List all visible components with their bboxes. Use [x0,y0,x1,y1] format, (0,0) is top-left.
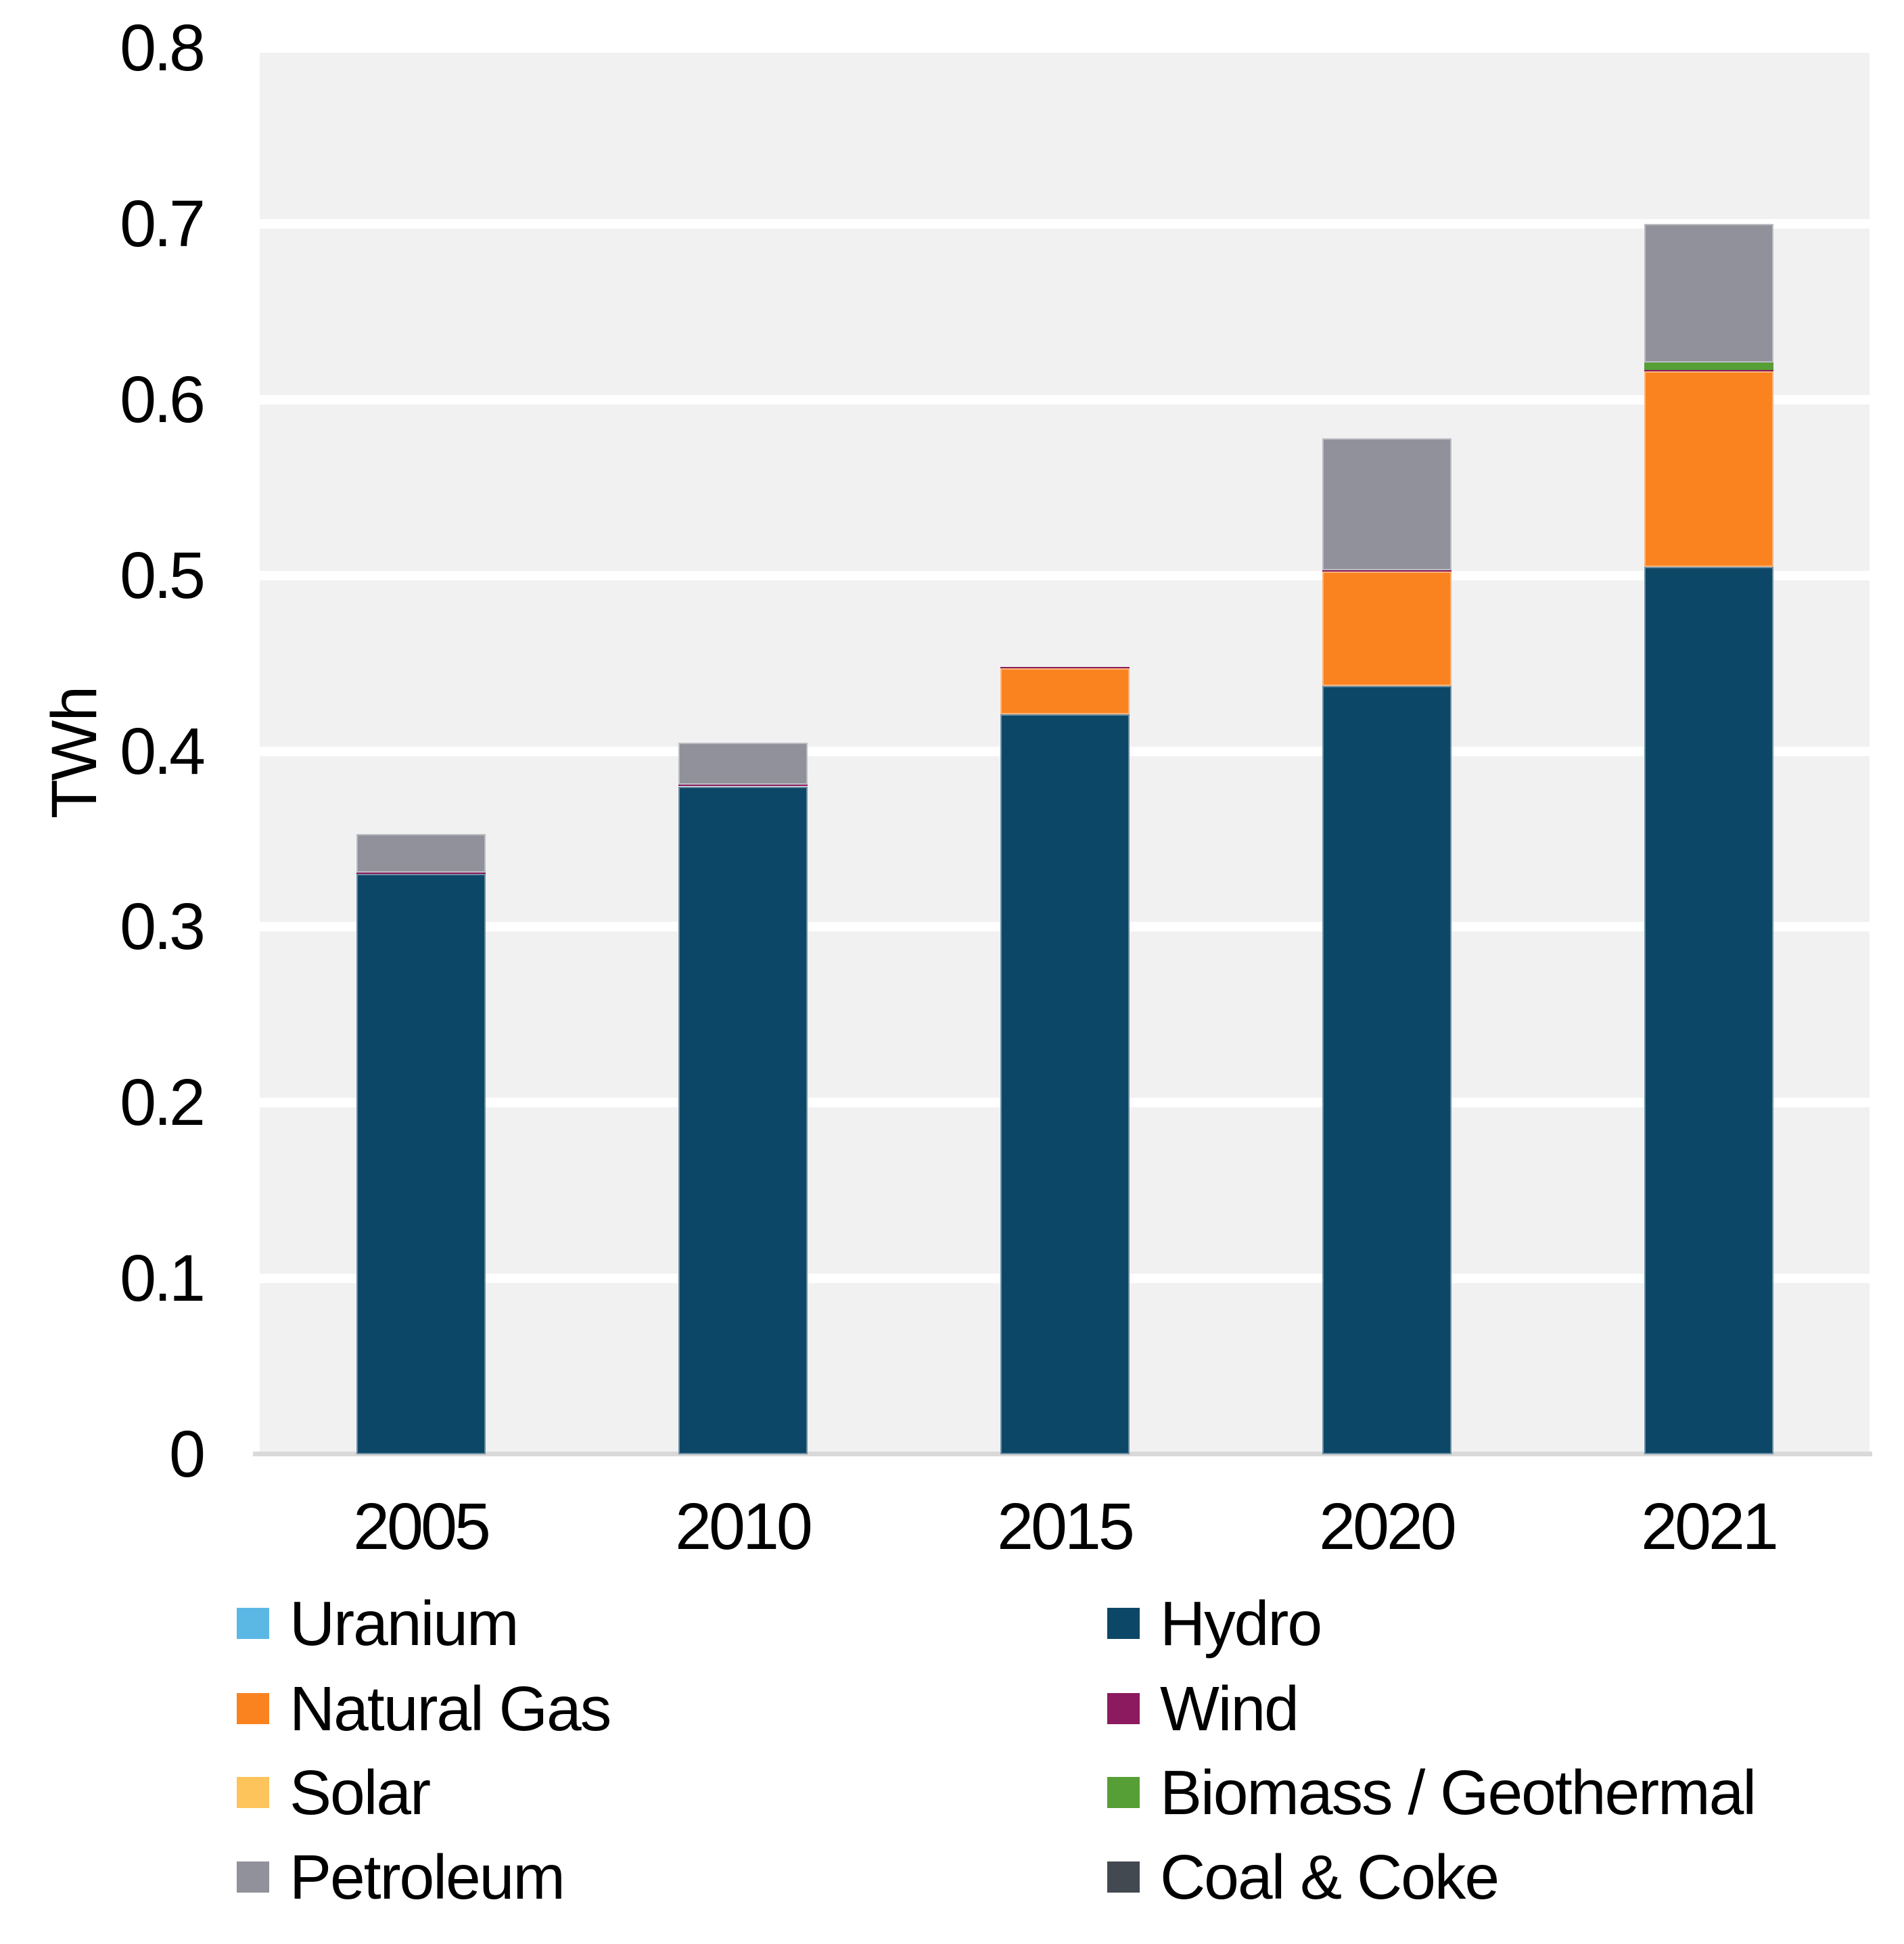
x-tick-label-2021: 2021 [1641,1489,1779,1563]
y-tick-label-0.2: 0.2 [120,1065,206,1140]
x-tick-label-2015: 2015 [997,1489,1135,1563]
y-tick-label-0.4: 0.4 [120,714,206,788]
bar-2015-natural-gas [1000,668,1130,714]
bar-2010-hydro [678,786,808,1454]
gridline-0.8 [260,43,1870,53]
coal-coke-swatch-icon [1107,1861,1140,1893]
legend-item-wind: Wind [1107,1673,1299,1744]
bar-2021-natural-gas [1644,371,1773,567]
legend-label-petroleum: Petroleum [289,1841,565,1912]
x-tick-label-2010: 2010 [675,1489,813,1563]
legend-item-uranium: Uranium [237,1588,519,1659]
legend-item-petroleum: Petroleum [237,1841,565,1912]
bar-2020-petroleum [1322,438,1452,570]
bar-2020-hydro [1322,686,1452,1454]
legend-item-biomass-geothermal: Biomass / Geothermal [1107,1757,1757,1828]
bar-2005-petroleum [356,833,486,873]
wind-swatch-icon [1107,1693,1140,1724]
gridline-0.6 [260,394,1870,404]
legend-label-biomass-geothermal: Biomass / Geothermal [1160,1757,1757,1828]
legend-item-natural-gas: Natural Gas [237,1673,611,1744]
bar-2021-biomass-geothermal [1644,363,1773,370]
bar-2015-wind [1000,666,1130,669]
y-tick-label-0: 0 [169,1417,206,1491]
x-tick-label-2020: 2020 [1319,1489,1457,1563]
y-tick-label-0.5: 0.5 [120,538,206,612]
legend-label-natural-gas: Natural Gas [289,1673,611,1744]
y-tick-label-0.1: 0.1 [120,1241,206,1316]
petroleum-swatch-icon [237,1861,269,1893]
x-tick-label-2005: 2005 [353,1489,491,1563]
y-tick-label-0.6: 0.6 [120,362,206,436]
bar-2005-hydro [356,874,486,1454]
legend-label-solar: Solar [289,1757,431,1828]
uranium-swatch-icon [237,1608,269,1639]
legend-item-hydro: Hydro [1107,1588,1322,1659]
bar-2015-hydro [1000,714,1130,1454]
biomass-geothermal-swatch-icon [1107,1777,1140,1808]
legend-label-coal-coke: Coal & Coke [1160,1841,1500,1912]
legend-item-solar: Solar [237,1757,431,1828]
bar-2010-wind [678,784,808,787]
legend-label-uranium: Uranium [289,1588,519,1659]
natural-gas-swatch-icon [237,1693,269,1724]
hydro-swatch-icon [1107,1608,1140,1639]
bar-2021-petroleum [1644,223,1773,363]
y-tick-label-0.7: 0.7 [120,186,206,260]
bar-2021-hydro [1644,566,1773,1454]
gridline-0.5 [260,570,1870,580]
bar-2021-wind [1644,369,1773,372]
y-tick-label-0.8: 0.8 [120,11,206,85]
legend-label-hydro: Hydro [1160,1588,1322,1659]
bar-2005-wind [356,872,486,875]
solar-swatch-icon [237,1777,269,1808]
bar-2020-natural-gas [1322,572,1452,687]
legend-item-coal-coke: Coal & Coke [1107,1841,1500,1912]
bar-2010-petroleum [678,742,808,785]
y-tick-label-0.3: 0.3 [120,889,206,964]
legend-label-wind: Wind [1160,1673,1299,1744]
bar-2020-wind [1322,570,1452,572]
gridline-0.7 [260,218,1870,229]
